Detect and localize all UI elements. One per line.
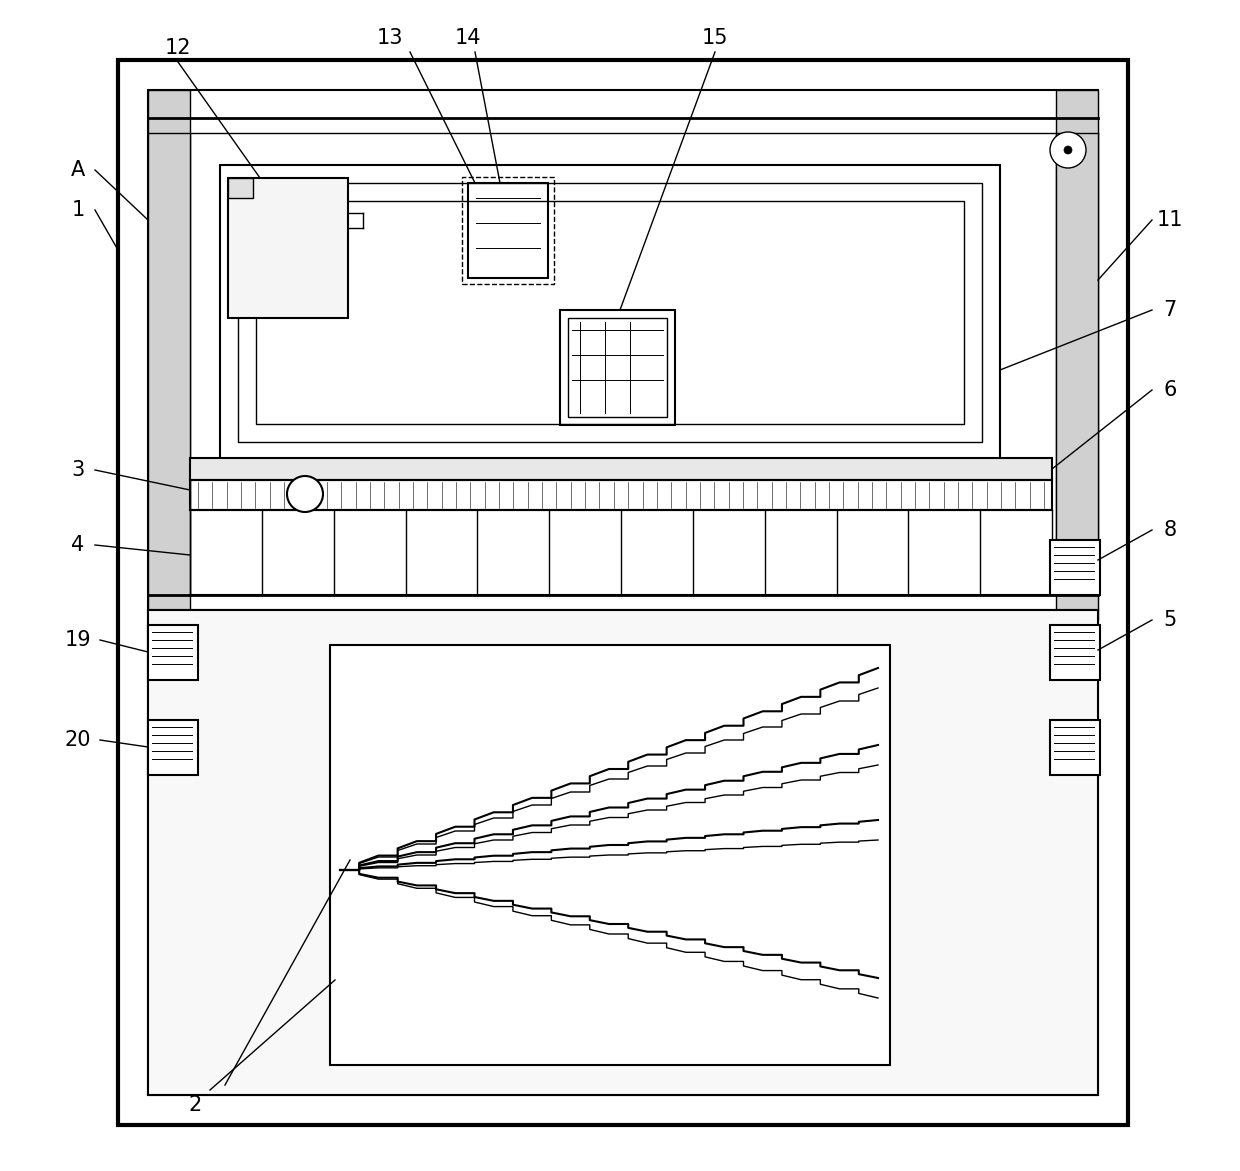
Text: 1: 1: [72, 200, 84, 220]
Text: 3: 3: [72, 460, 84, 480]
Bar: [463, 177, 554, 285]
Text: 2: 2: [188, 1095, 202, 1115]
Text: 15: 15: [702, 28, 728, 48]
Bar: [255, 201, 963, 424]
Bar: [1050, 720, 1100, 775]
Bar: [190, 480, 1052, 511]
Text: 5: 5: [1163, 610, 1177, 630]
Bar: [148, 90, 190, 619]
Bar: [190, 458, 1052, 480]
Text: 11: 11: [1157, 210, 1183, 230]
Text: A: A: [71, 160, 86, 180]
Text: 7: 7: [1163, 300, 1177, 320]
Bar: [560, 310, 675, 425]
Bar: [219, 165, 999, 460]
Bar: [330, 645, 890, 1064]
Text: 6: 6: [1163, 381, 1177, 400]
Polygon shape: [1056, 133, 1097, 595]
Bar: [190, 610, 374, 648]
Text: 20: 20: [64, 730, 92, 749]
Bar: [228, 178, 253, 198]
Bar: [118, 60, 1128, 1125]
Bar: [568, 319, 667, 417]
Circle shape: [286, 475, 322, 512]
Polygon shape: [148, 133, 190, 595]
Bar: [238, 183, 982, 441]
Bar: [1050, 625, 1100, 680]
Circle shape: [1050, 132, 1086, 167]
Text: 13: 13: [377, 28, 403, 48]
Bar: [148, 610, 1097, 1095]
Text: 8: 8: [1163, 520, 1177, 540]
Bar: [148, 625, 198, 680]
Text: 12: 12: [165, 37, 191, 59]
Text: 4: 4: [72, 535, 84, 555]
Bar: [1056, 90, 1097, 619]
Bar: [148, 720, 198, 775]
Bar: [148, 90, 1097, 1095]
Circle shape: [1064, 146, 1073, 155]
Bar: [467, 183, 548, 278]
Bar: [228, 178, 348, 319]
Bar: [1050, 540, 1100, 595]
Text: 19: 19: [64, 630, 92, 650]
Text: 14: 14: [455, 28, 481, 48]
